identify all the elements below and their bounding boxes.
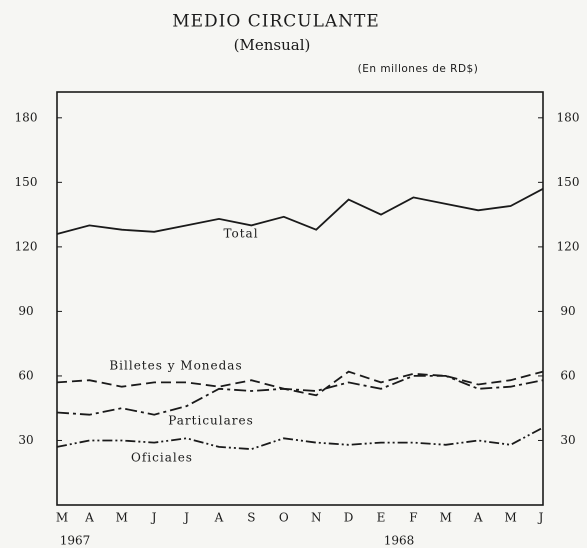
x-tick-label: M: [56, 511, 68, 525]
series-label: Particulares: [168, 414, 254, 428]
y-tick-label: 90: [18, 304, 33, 318]
x-tick-label: J: [182, 511, 189, 525]
x-tick-label: O: [279, 511, 289, 525]
x-tick-label: S: [247, 511, 255, 525]
series-label: Total: [223, 227, 258, 241]
y2-tick-label: 150: [557, 175, 580, 189]
x-tick-label: N: [311, 511, 322, 525]
series-line: [56, 370, 544, 397]
series-label: Billetes y Monedas: [109, 359, 242, 373]
series-line: [56, 375, 544, 416]
x-tick-label: F: [409, 511, 417, 525]
chart-title: MEDIO CIRCULANTE: [172, 12, 380, 32]
x-tick-label: A: [214, 511, 224, 525]
x-tick-label: J: [150, 511, 157, 525]
series-label: Oficiales: [131, 451, 193, 465]
year-label: 1967: [60, 534, 91, 548]
y2-tick-label: 90: [560, 304, 575, 318]
series-line: [56, 426, 544, 451]
unit-note: (En millones de RD$): [358, 63, 479, 75]
x-tick-label: J: [537, 511, 544, 525]
y2-tick-label: 120: [557, 239, 580, 253]
x-tick-label: D: [344, 511, 354, 525]
y-tick-label: 180: [15, 110, 38, 124]
x-tick-label: A: [473, 511, 483, 525]
x-tick-label: M: [504, 511, 516, 525]
y-tick-label: 150: [15, 175, 38, 189]
x-tick-label: M: [116, 511, 128, 525]
x-tick-label: A: [84, 511, 94, 525]
y2-tick-label: 60: [560, 368, 575, 382]
x-tick-label: M: [440, 511, 452, 525]
plot-frame: [56, 91, 544, 506]
y2-tick-label: 30: [560, 433, 575, 447]
chart-subtitle: (Mensual): [234, 36, 311, 54]
y-tick-label: 60: [18, 368, 33, 382]
series-line: [56, 188, 544, 235]
y2-tick-label: 180: [557, 110, 580, 124]
y-tick-label: 120: [15, 239, 38, 253]
y-tick-label: 30: [18, 433, 33, 447]
year-label: 1968: [384, 534, 415, 548]
x-tick-label: E: [377, 511, 386, 525]
